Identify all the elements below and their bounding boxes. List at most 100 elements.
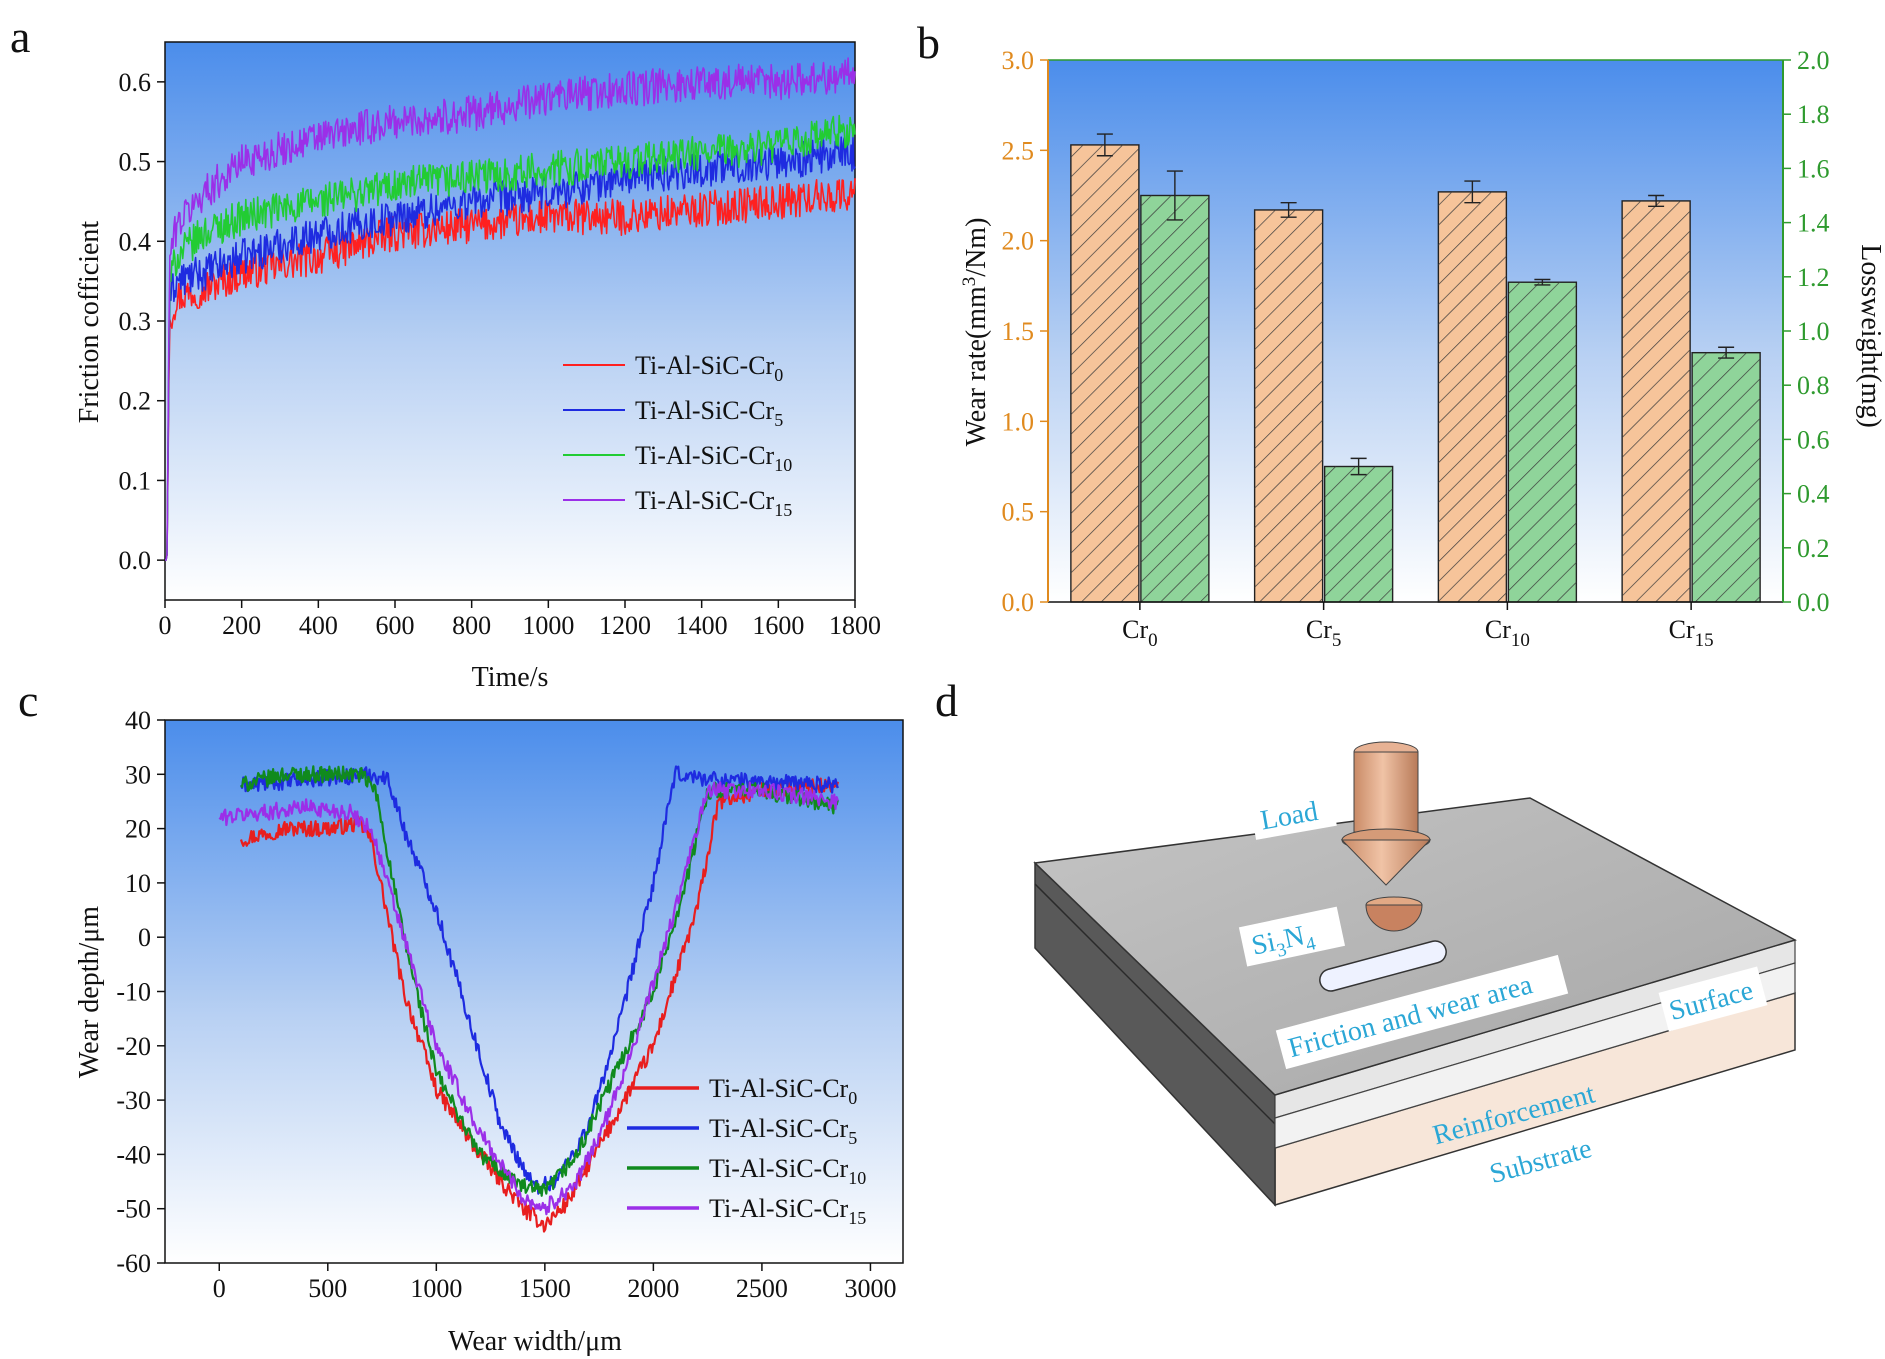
panel-label-a: a bbox=[10, 11, 30, 62]
x-tick-label: 1600 bbox=[752, 611, 804, 640]
legend-label-base: Ti-Al-SiC-Cr bbox=[635, 486, 775, 515]
category-label-sub: 5 bbox=[1332, 630, 1342, 651]
y-tick-label: 0.4 bbox=[119, 227, 152, 256]
legend-label: Ti-Al-SiC-Cr10 bbox=[635, 441, 792, 475]
category-label-sub: 15 bbox=[1695, 630, 1714, 651]
x-tick-label: 2000 bbox=[627, 1274, 679, 1303]
series-line-Ti-Al-SiC-Cr10 bbox=[165, 114, 856, 561]
x-tick-label: 0 bbox=[213, 1274, 226, 1303]
category-label-base: Cr bbox=[1669, 615, 1695, 644]
category-label-sub: 0 bbox=[1148, 630, 1158, 651]
chart-c-xlabel: Wear width/μm bbox=[448, 1326, 622, 1357]
y-left-tick-label: 0.5 bbox=[1002, 498, 1035, 527]
x-tick-label: 3000 bbox=[844, 1274, 896, 1303]
chart-b-axes: 0.0 0.5 1.0 1.5 2.0 2.5 3.0 0.0 0.2 0.4 0.6 0.8 1.0 1… bbox=[1002, 46, 1830, 651]
y-tick-label: -30 bbox=[116, 1086, 151, 1115]
legend-label-base: Ti-Al-SiC-Cr bbox=[635, 441, 775, 470]
x-tick-label: 800 bbox=[452, 611, 491, 640]
x-tick-label: 1400 bbox=[676, 611, 728, 640]
legend-label-base: Ti-Al-SiC-Cr bbox=[635, 351, 775, 380]
chart-a-legend: Ti-Al-SiC-Cr0Ti-Al-SiC-Cr5Ti-Al-SiC-Cr10… bbox=[563, 351, 792, 520]
category-label-base: Cr bbox=[1306, 615, 1332, 644]
bar-hatch bbox=[1508, 282, 1577, 602]
x-tick-label: 600 bbox=[376, 611, 415, 640]
chart-c-axes: 0 500 1000 1500 2000 2500 3000-60-50-40-30-20-… bbox=[116, 706, 896, 1303]
ball-hemisphere bbox=[1365, 904, 1423, 932]
y-right-tick-label: 1.0 bbox=[1797, 317, 1830, 346]
series-line-Ti-Al-SiC-Cr15 bbox=[165, 57, 856, 561]
y-right-tick-label: 0.6 bbox=[1797, 425, 1830, 454]
y-tick-label: 0.5 bbox=[119, 148, 152, 177]
category-label-base: Cr bbox=[1122, 615, 1148, 644]
chart-c-ylabel: Wear depth/μm bbox=[74, 906, 105, 1078]
x-tick-label: 1000 bbox=[522, 611, 574, 640]
chart-c-legend: Ti-Al-SiC-Cr0Ti-Al-SiC-Cr5Ti-Al-SiC-Cr10… bbox=[627, 1074, 866, 1228]
chart-a: 0 200 400 600 800 1000 1200 1400 1600 1800 0.0 0.1 0… bbox=[74, 41, 882, 693]
chart-b-bars bbox=[1070, 133, 1761, 603]
y-left-tick-label: 1.5 bbox=[1002, 317, 1035, 346]
y-tick-label: -20 bbox=[116, 1032, 151, 1061]
y-tick-label: 0.2 bbox=[119, 387, 152, 416]
label-box-surface bbox=[1658, 966, 1768, 1032]
legend-label-sub: 5 bbox=[774, 410, 783, 430]
category-label: Cr5 bbox=[1306, 615, 1342, 651]
category-label-sub: 10 bbox=[1511, 630, 1530, 651]
y-tick-label: 0.0 bbox=[119, 546, 152, 575]
y-right-tick-label: 0.0 bbox=[1797, 588, 1830, 617]
legend-label-sub: 15 bbox=[848, 1208, 866, 1228]
chart-a-xlabel: Time/s bbox=[472, 662, 549, 693]
label-si3n4-sub1: 3 bbox=[1275, 939, 1289, 962]
y-right-tick-label: 1.2 bbox=[1797, 263, 1830, 292]
legend-label: Ti-Al-SiC-Cr5 bbox=[709, 1114, 857, 1148]
friction-track bbox=[1319, 940, 1447, 992]
x-tick-label: 500 bbox=[308, 1274, 347, 1303]
chart-b-ylabel-left-sup: 3 bbox=[959, 277, 980, 287]
pin-cone bbox=[1340, 839, 1432, 886]
label-box-substrate bbox=[1477, 1121, 1619, 1195]
chart-b: 0.0 0.5 1.0 1.5 2.0 2.5 3.0 0.0 0.2 0.4 0.6 0.8 1.0 1… bbox=[959, 46, 1885, 651]
legend-label-sub: 0 bbox=[848, 1088, 857, 1108]
y-tick-label: 30 bbox=[125, 760, 151, 789]
y-tick-label: -60 bbox=[116, 1249, 151, 1278]
chart-c-series-group bbox=[218, 765, 839, 1233]
y-tick-label: 0.6 bbox=[119, 68, 152, 97]
legend-label-sub: 5 bbox=[848, 1128, 857, 1148]
chart-a-axes: 0 200 400 600 800 1000 1200 1400 1600 1800 0.0 0.1 0… bbox=[119, 68, 882, 640]
label-box-load bbox=[1249, 786, 1337, 840]
bar-hatch bbox=[1140, 195, 1209, 602]
y-tick-label: 0.1 bbox=[119, 466, 152, 495]
x-tick-label: 1800 bbox=[829, 611, 881, 640]
pin-cylinder bbox=[1353, 751, 1419, 833]
x-tick-label: 0 bbox=[159, 611, 172, 640]
x-tick-label: 400 bbox=[299, 611, 338, 640]
x-tick-label: 1200 bbox=[599, 611, 651, 640]
y-right-tick-label: 2.0 bbox=[1797, 46, 1830, 75]
legend-label: Ti-Al-SiC-Cr0 bbox=[709, 1074, 857, 1108]
category-label: Cr0 bbox=[1122, 615, 1158, 651]
y-left-tick-label: 1.0 bbox=[1002, 407, 1035, 436]
y-tick-label: 40 bbox=[125, 706, 151, 735]
category-label: Cr10 bbox=[1485, 615, 1530, 651]
y-left-tick-label: 0.0 bbox=[1002, 588, 1035, 617]
diagram-d: Load Si3N4 Friction and wear area Surfac… bbox=[1033, 741, 1797, 1207]
y-left-tick-label: 3.0 bbox=[1002, 46, 1035, 75]
y-tick-label: -10 bbox=[116, 978, 151, 1007]
category-label: Cr15 bbox=[1669, 615, 1714, 651]
y-right-tick-label: 0.8 bbox=[1797, 371, 1830, 400]
chart-c: 0 500 1000 1500 2000 2500 3000-60-50-40-30-20-… bbox=[74, 706, 904, 1357]
chart-a-ylabel: Friction cofficient bbox=[74, 221, 105, 424]
panel-label-d: d bbox=[935, 675, 958, 726]
bar-hatch bbox=[1692, 352, 1761, 602]
y-tick-label: 10 bbox=[125, 869, 151, 898]
y-right-tick-label: 0.4 bbox=[1797, 480, 1830, 509]
panel-label-c: c bbox=[18, 675, 38, 726]
panel-label-b: b bbox=[917, 17, 940, 68]
x-tick-label: 2500 bbox=[736, 1274, 788, 1303]
legend-label-sub: 15 bbox=[774, 500, 792, 520]
y-left-tick-label: 2.0 bbox=[1002, 227, 1035, 256]
legend-label-base: Ti-Al-SiC-Cr bbox=[709, 1114, 849, 1143]
slab-layer-line-left bbox=[1034, 883, 1276, 1125]
legend-label: Ti-Al-SiC-Cr15 bbox=[709, 1194, 866, 1228]
legend-label-base: Ti-Al-SiC-Cr bbox=[709, 1154, 849, 1183]
